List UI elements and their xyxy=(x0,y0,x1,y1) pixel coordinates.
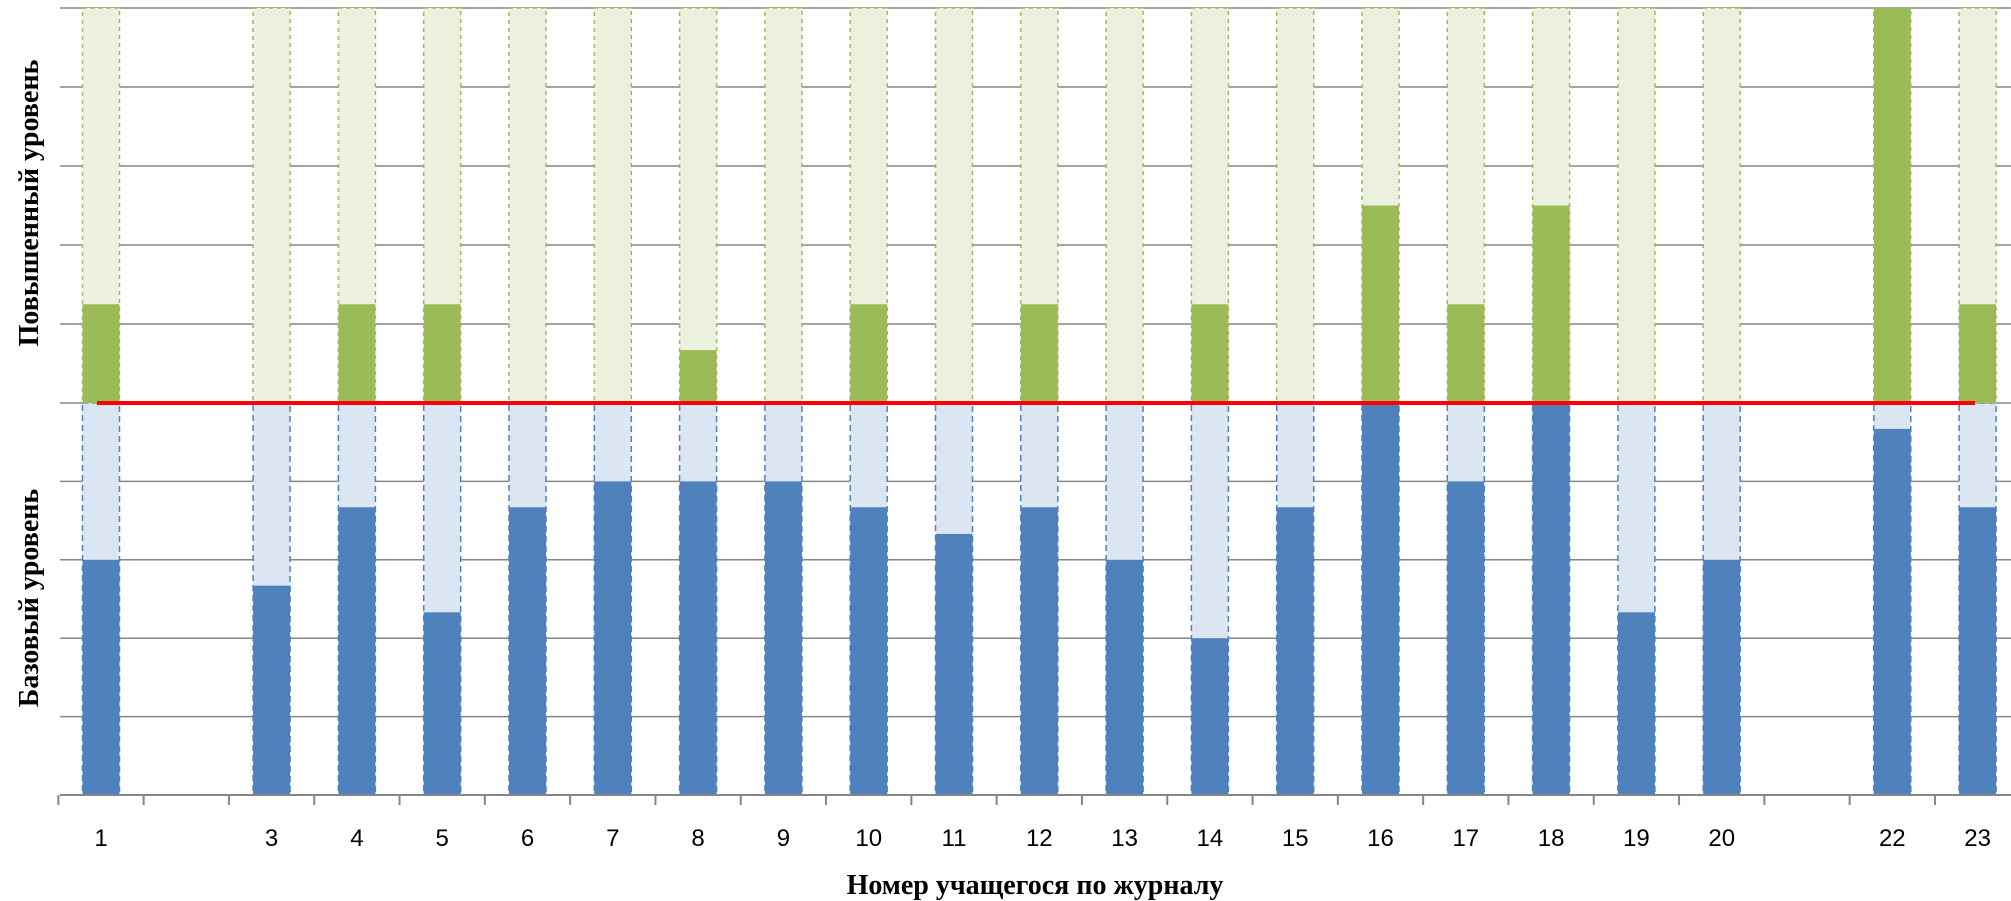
lower-bar xyxy=(1532,403,1570,795)
x-tick-label: 4 xyxy=(350,825,363,852)
x-axis-title: Номер учащегося по журналу xyxy=(847,870,1224,901)
x-tick-label: 1 xyxy=(94,825,107,852)
x-tick-label: 5 xyxy=(436,825,449,852)
upper-bar xyxy=(1020,304,1058,403)
upper-bar xyxy=(679,350,717,403)
upper-bar-background xyxy=(1702,7,1741,404)
upper-bar xyxy=(82,304,120,403)
upper-bar xyxy=(1532,205,1570,403)
upper-bar-background xyxy=(1105,7,1144,404)
x-tick-label: 13 xyxy=(1111,825,1138,852)
upper-bar xyxy=(1873,8,1911,403)
upper-bar-background xyxy=(508,7,547,404)
bars xyxy=(81,7,1997,796)
x-tick-label: 12 xyxy=(1026,825,1053,852)
lower-bar xyxy=(1191,638,1229,795)
lower-bar xyxy=(679,481,717,795)
upper-bar xyxy=(1191,304,1229,403)
y-axis-title-lower: Базовый уровень xyxy=(14,489,45,708)
x-tick-label: 16 xyxy=(1367,825,1394,852)
lower-bar xyxy=(1873,428,1911,795)
lower-bar xyxy=(1703,559,1741,795)
upper-bar xyxy=(338,304,376,403)
x-ticks xyxy=(57,795,1936,805)
x-tick-label: 8 xyxy=(691,825,704,852)
upper-bar xyxy=(1447,304,1485,403)
lower-bar xyxy=(764,481,802,795)
x-tick-label: 19 xyxy=(1623,825,1650,852)
lower-bar xyxy=(82,559,120,795)
lower-bar xyxy=(509,507,546,795)
x-tick-label: 7 xyxy=(606,825,619,852)
upper-bar-background xyxy=(934,7,974,404)
x-tick-label: 23 xyxy=(1964,825,1991,852)
lower-bar xyxy=(423,612,461,795)
lower-bar xyxy=(935,533,973,795)
lower-bar xyxy=(1106,559,1144,795)
x-tick-label: 18 xyxy=(1538,825,1565,852)
y-axis-title-upper: Повышенный уровень xyxy=(14,59,45,346)
lower-bar xyxy=(594,481,632,795)
x-tick-label: 14 xyxy=(1197,825,1224,852)
upper-bar xyxy=(850,304,888,403)
x-tick-label: 10 xyxy=(855,825,882,852)
x-tick-label: 11 xyxy=(942,825,967,852)
upper-bar xyxy=(423,304,461,403)
upper-bar xyxy=(1959,304,1997,403)
lower-bar xyxy=(1276,507,1314,795)
x-tick-label: 3 xyxy=(265,825,278,852)
x-tick-label: 15 xyxy=(1282,825,1309,852)
x-tick-label: 6 xyxy=(521,825,534,852)
lower-bar xyxy=(1959,507,1997,795)
x-tick-label: 17 xyxy=(1452,825,1479,852)
upper-bar-background xyxy=(252,7,291,404)
lower-bar xyxy=(850,507,888,795)
lower-bar xyxy=(338,507,376,795)
x-tick-label: 22 xyxy=(1879,825,1906,852)
lower-bar xyxy=(1020,507,1058,795)
lower-bar xyxy=(1362,403,1399,795)
upper-bar-background xyxy=(764,7,803,404)
upper-bar xyxy=(1362,205,1399,403)
upper-bar-background xyxy=(1617,7,1656,404)
upper-bar-background xyxy=(593,7,633,404)
upper-bar-background xyxy=(1275,7,1315,404)
lower-bar xyxy=(1447,481,1485,795)
x-tick-labels: 1 3 4 5 6 7 8 9 10 11 12 13 14 15 16 17 18 19 20 22 23 xyxy=(94,825,1991,852)
lower-bar xyxy=(1617,612,1655,795)
upper-bar-background xyxy=(678,7,718,404)
lower-bar xyxy=(253,585,291,795)
x-tick-label: 9 xyxy=(777,825,790,852)
x-tick-label: 20 xyxy=(1708,825,1735,852)
